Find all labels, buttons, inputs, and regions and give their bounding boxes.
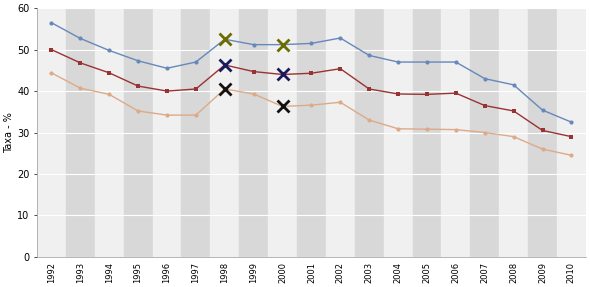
Bar: [37, 8, 66, 257]
Bar: [268, 8, 297, 257]
Bar: [95, 8, 124, 257]
Bar: [557, 8, 586, 257]
Bar: [412, 8, 441, 257]
Bar: [441, 8, 470, 257]
Bar: [528, 8, 557, 257]
Bar: [152, 8, 181, 257]
Bar: [181, 8, 210, 257]
Bar: [297, 8, 326, 257]
Bar: [355, 8, 384, 257]
Bar: [239, 8, 268, 257]
Bar: [470, 8, 499, 257]
Bar: [326, 8, 355, 257]
Bar: [384, 8, 412, 257]
Bar: [124, 8, 152, 257]
Bar: [66, 8, 95, 257]
Bar: [499, 8, 528, 257]
Y-axis label: Taxa - %: Taxa - %: [4, 112, 14, 153]
Bar: [210, 8, 239, 257]
